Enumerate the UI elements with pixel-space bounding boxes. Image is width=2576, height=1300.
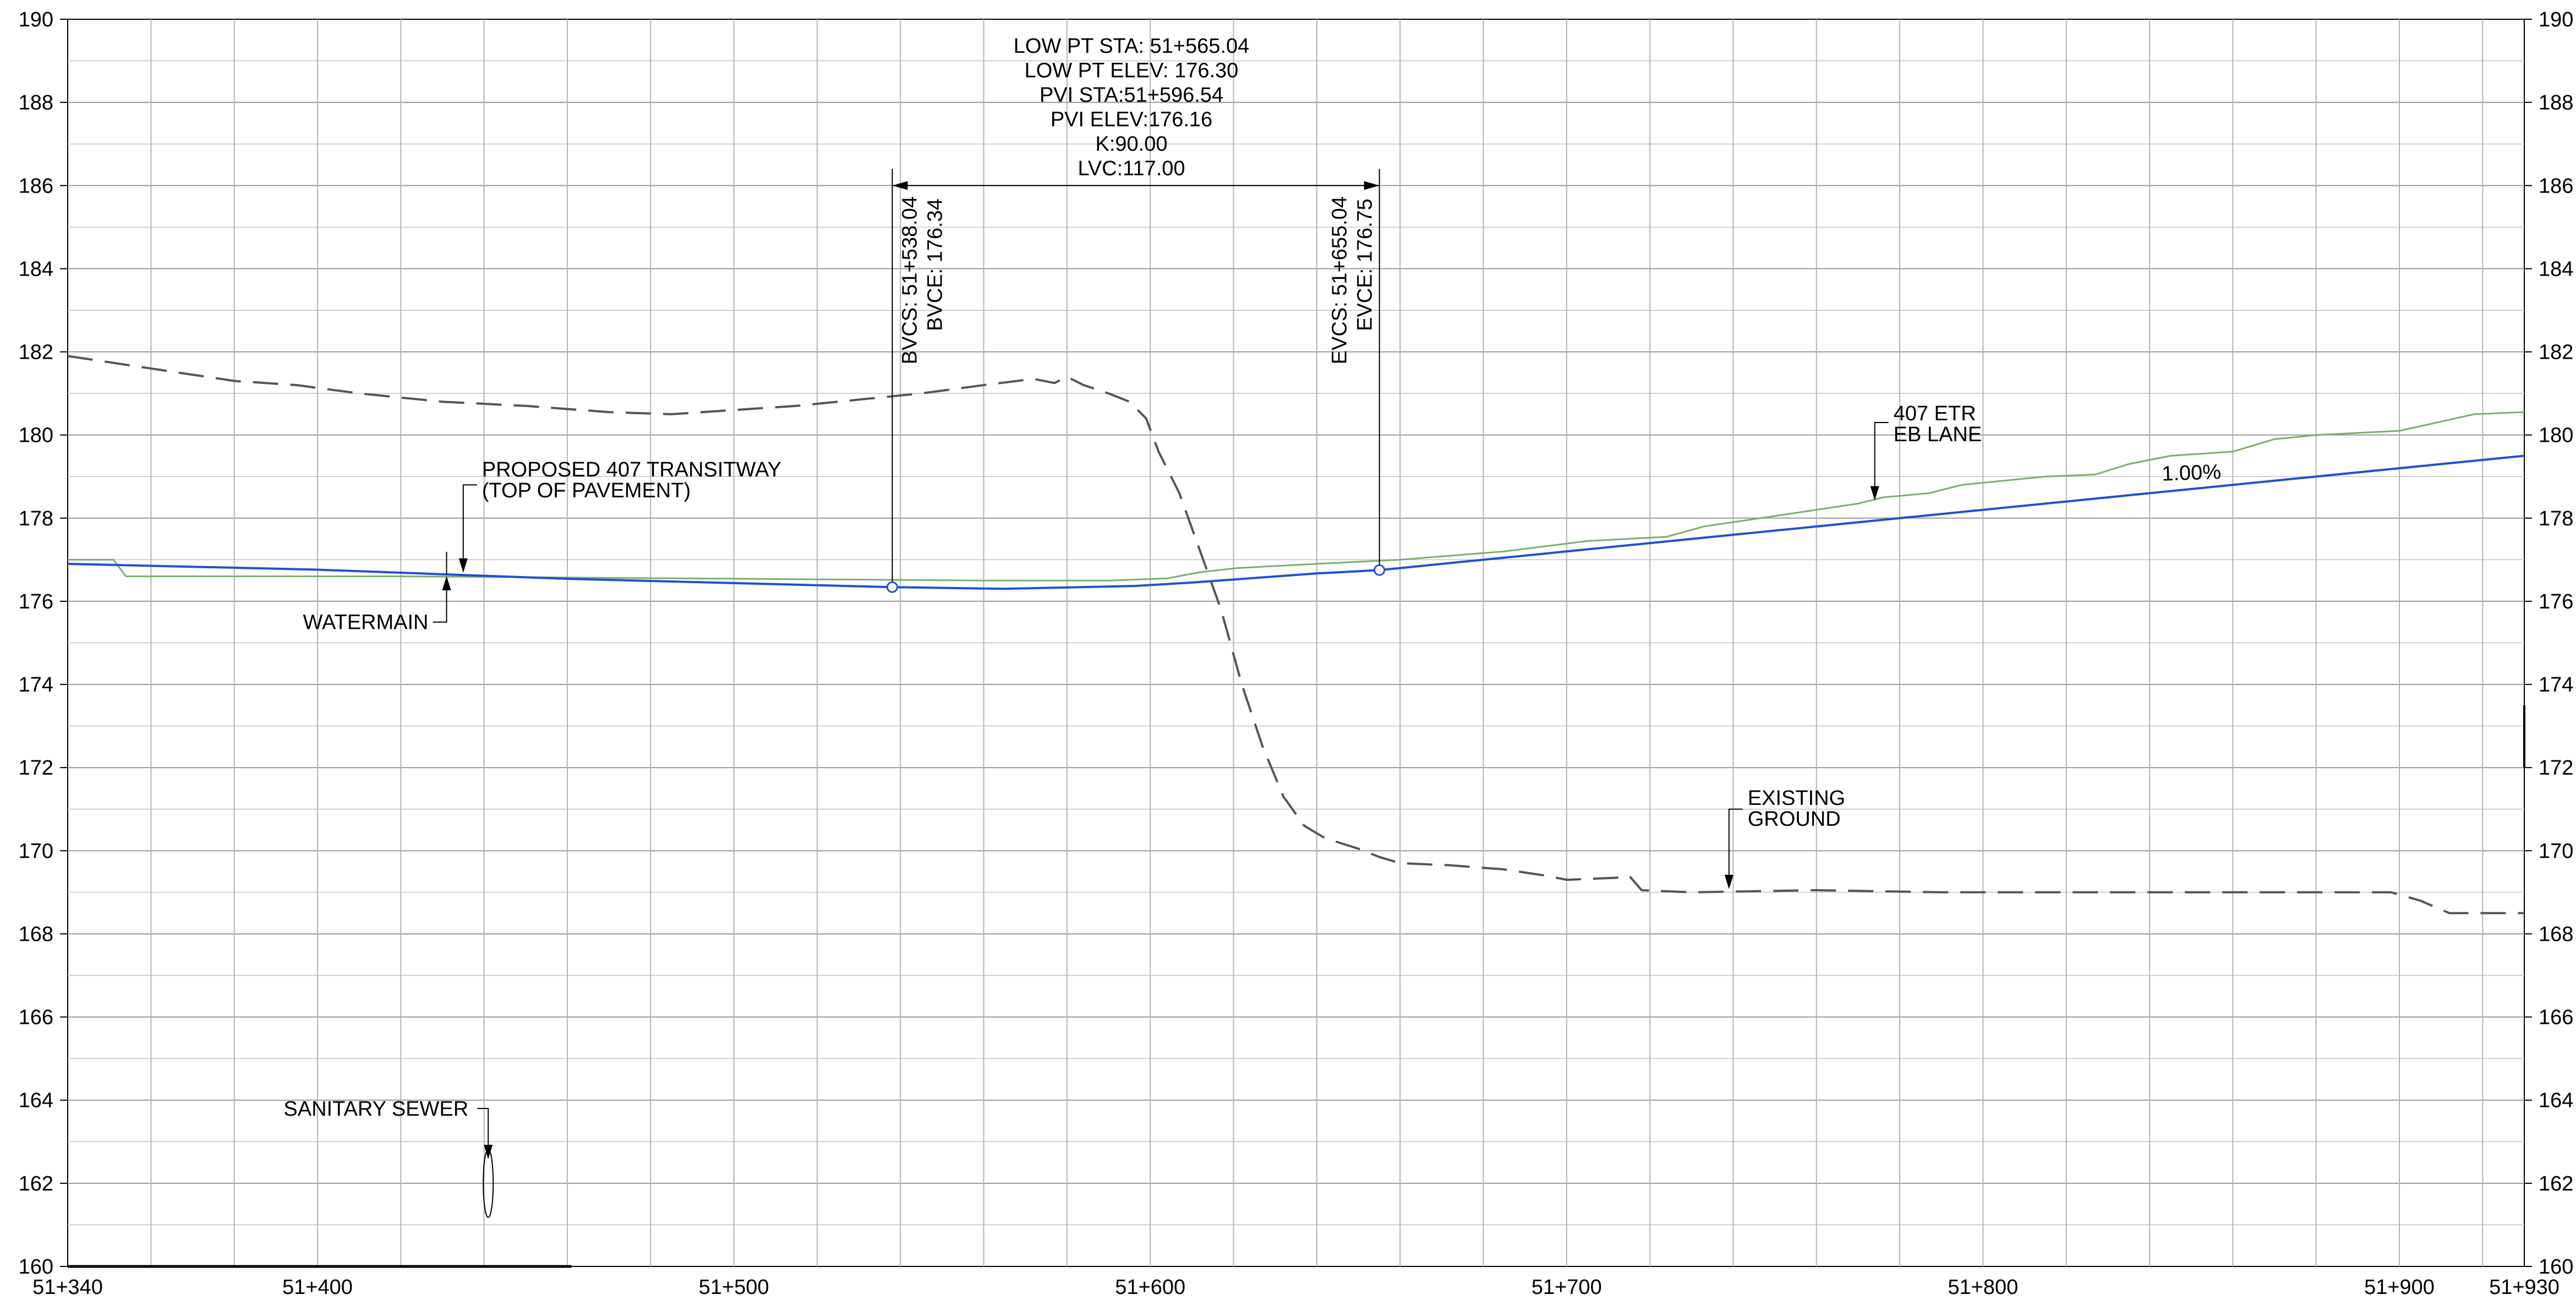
x-tick-label: 51+930: [2489, 1276, 2559, 1299]
dimension-arrow-left: [892, 181, 908, 190]
existing-ground-arrow: [1724, 875, 1733, 890]
y-tick-label-right: 180: [2539, 424, 2573, 447]
watermain-label: WATERMAIN: [303, 611, 429, 634]
y-tick-label-right: 164: [2539, 1089, 2573, 1112]
curve-data-note: K:90.00: [1096, 133, 1168, 156]
dimension-arrow-right: [1364, 181, 1380, 190]
y-tick-label-right: 166: [2539, 1006, 2573, 1029]
y-tick-label-left: 170: [19, 840, 53, 863]
curve-data-note: LVC:117.00: [1078, 157, 1185, 180]
grade-label: 1.00%: [2162, 460, 2222, 486]
y-tick-label-left: 180: [19, 424, 53, 447]
eb-lane-line: [68, 411, 2525, 582]
transitway-arrow: [458, 558, 468, 573]
curve-data-note: LOW PT STA: 51+565.04: [1014, 35, 1249, 58]
existing-ground-line: [67, 355, 2524, 914]
etr-arrow: [1870, 486, 1879, 501]
x-tick-label: 51+800: [1948, 1276, 2018, 1299]
y-tick-label-left: 174: [19, 673, 53, 696]
x-tick-label: 51+340: [32, 1276, 103, 1299]
y-tick-label-left: 184: [19, 257, 53, 281]
evcs-point-marker: [1374, 564, 1386, 576]
evce-elevation-label: EVCE: 176.75: [1354, 199, 1377, 331]
evcs-station-label: EVCS: 51+655.04: [1328, 196, 1352, 364]
axis-labels: 160 160 162 162 164 164 166 166 168 168 170 170 172 1…: [19, 8, 2574, 1299]
curve-data-note: PVI STA:51+596.54: [1040, 84, 1223, 107]
bvce-elevation-label: BVCE: 176.34: [923, 199, 947, 331]
y-tick-label-left: 182: [19, 341, 53, 364]
etr-label-sub: EB LANE: [1894, 423, 1982, 446]
y-tick-label-right: 176: [2539, 590, 2573, 613]
existing-ground-label-sub: GROUND: [1748, 808, 1841, 831]
y-tick-label-left: 178: [19, 507, 53, 530]
bvcs-station-label: BVCS: 51+538.04: [898, 196, 921, 364]
transitway-label: PROPOSED 407 TRANSITWAY: [482, 458, 781, 481]
proposed-profile-line: [67, 454, 2525, 590]
y-tick-label-right: 160: [2539, 1255, 2573, 1279]
y-tick-label-right: 168: [2539, 923, 2573, 946]
y-tick-label-right: 162: [2539, 1172, 2573, 1195]
sanitary-sewer-leader: [477, 1107, 489, 1145]
curve-data-note: PVI ELEV:176.16: [1051, 108, 1212, 131]
etr-label: 407 ETR: [1894, 402, 1976, 425]
y-tick-label-left: 162: [19, 1172, 53, 1195]
y-tick-label-left: 172: [19, 756, 53, 780]
profile-lines: [67, 355, 2525, 914]
x-tick-label: 51+600: [1115, 1276, 1185, 1299]
y-tick-label-right: 188: [2539, 91, 2573, 114]
sanitary-sewer-arrow: [484, 1144, 493, 1159]
y-tick-label-right: 186: [2539, 174, 2573, 198]
x-tick-label: 51+900: [2364, 1276, 2435, 1299]
y-tick-label-left: 188: [19, 91, 53, 114]
watermain-leader: [433, 590, 447, 623]
y-tick-label-right: 174: [2539, 673, 2573, 696]
existing-ground-label: EXISTING: [1748, 787, 1845, 810]
transitway-leader: [462, 484, 477, 559]
y-tick-label-right: 184: [2539, 257, 2573, 281]
y-tick-label-left: 164: [19, 1089, 53, 1112]
y-tick-label-left: 186: [19, 174, 53, 198]
x-tick-label: 51+500: [699, 1276, 769, 1299]
curve-data-note: LOW PT ELEV: 176.30: [1025, 59, 1239, 83]
transitway-label-sub: (TOP OF PAVEMENT): [482, 479, 691, 502]
y-tick-label-right: 172: [2539, 756, 2573, 780]
y-tick-label-right: 182: [2539, 341, 2573, 364]
y-tick-label-left: 190: [19, 8, 53, 31]
x-tick-label: 51+400: [282, 1276, 353, 1299]
existing-ground-leader: [1728, 808, 1743, 875]
watermain-arrow: [442, 576, 451, 591]
sanitary-sewer-pipe: [483, 1148, 494, 1218]
y-tick-label-left: 166: [19, 1006, 53, 1029]
y-tick-label-left: 160: [19, 1255, 53, 1279]
etr-leader: [1874, 421, 1889, 486]
y-tick-label-right: 178: [2539, 507, 2573, 530]
y-tick-label-left: 168: [19, 923, 53, 946]
annotations: PROPOSED 407 TRANSITWAY(TOP OF PAVEMENT)…: [283, 402, 2222, 1218]
grid: [60, 19, 2532, 1268]
bvcs-point-marker: [886, 581, 898, 593]
sanitary-sewer-label: SANITARY SEWER: [283, 1098, 468, 1121]
y-tick-label-right: 190: [2539, 8, 2573, 31]
y-tick-label-left: 176: [19, 590, 53, 613]
y-tick-label-right: 170: [2539, 840, 2573, 863]
x-tick-label: 51+700: [1532, 1276, 1602, 1299]
